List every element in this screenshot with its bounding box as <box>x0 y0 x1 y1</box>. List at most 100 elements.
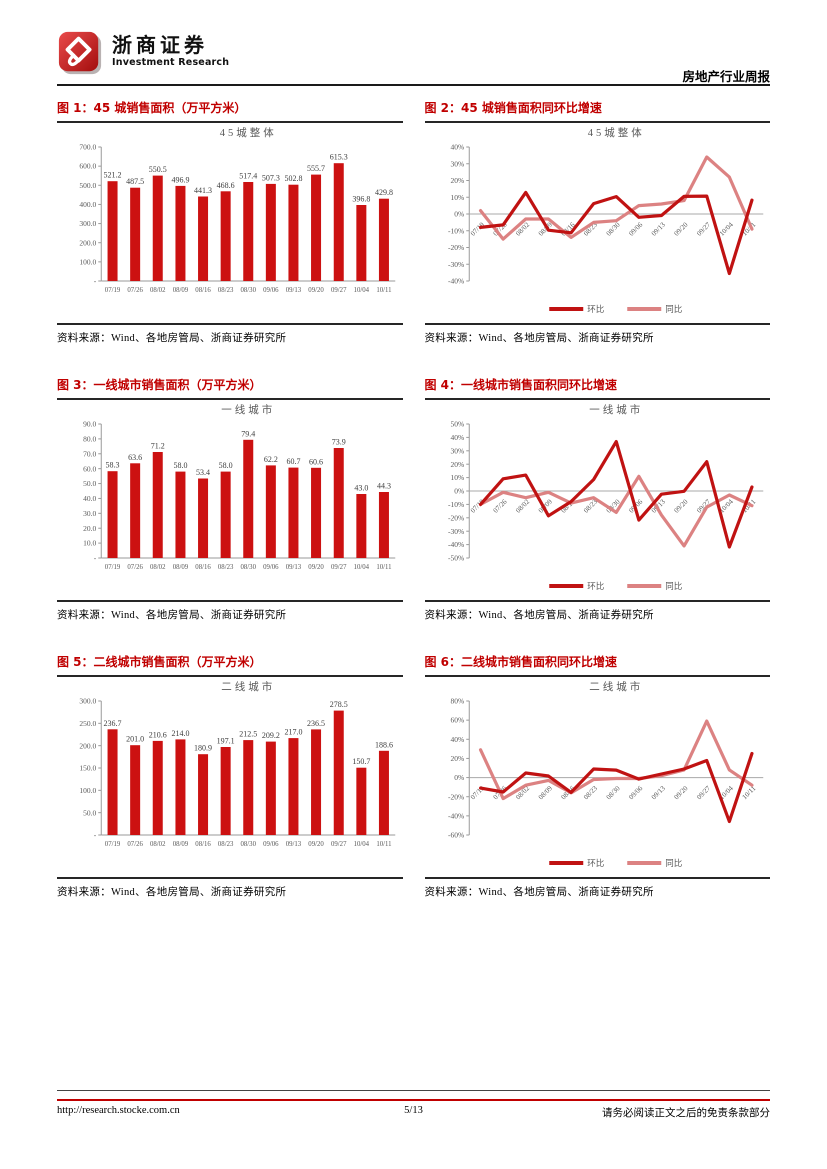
x-tick-label: 09/20 <box>308 287 324 294</box>
bar <box>220 471 231 558</box>
bar <box>333 448 344 558</box>
bar <box>288 184 299 281</box>
bar <box>243 439 254 558</box>
bar <box>311 174 322 281</box>
x-tick-label: 10/11 <box>740 784 757 801</box>
figure-source: 资料来源：Wind、各地房管局、浙商证券研究所 <box>57 333 287 344</box>
line-chart-svg: 二线城市-60%-40%-20%0%20%40%60%80%07/19 07/26… <box>448 680 763 868</box>
chart-title: 一线城市 <box>589 403 643 416</box>
figure-caption: 图 4：一线城市销售面积同环比增速 <box>424 376 770 400</box>
value-label: 236.7 <box>104 719 122 728</box>
svg-text:60.0: 60.0 <box>83 464 96 473</box>
value-label: 58.0 <box>173 461 187 470</box>
legend-label: 环比 <box>587 858 604 868</box>
svg-text:150.0: 150.0 <box>79 764 96 773</box>
x-tick-label: 08/30 <box>241 564 257 571</box>
x-tick-label: 09/27 <box>331 287 347 294</box>
svg-text:80.0: 80.0 <box>83 434 96 443</box>
bar <box>198 754 209 835</box>
legend-label: 环比 <box>587 581 604 591</box>
bar <box>220 747 231 835</box>
x-tick-label: 08/09 <box>173 287 189 294</box>
x-tick-label: 08/16 <box>195 841 211 848</box>
svg-text:400.0: 400.0 <box>79 200 96 209</box>
chart-canvas-1: 45城整体 - 100.0 200.0 300.0 400.0 500.0 600.0 700.… <box>57 123 403 325</box>
value-label: 188.6 <box>375 740 393 749</box>
svg-text:30%: 30% <box>450 159 464 168</box>
chart-title: 二线城市 <box>589 680 643 693</box>
value-label: 44.3 <box>377 482 391 491</box>
value-label: 73.9 <box>332 438 346 447</box>
zheshang-logo-icon <box>58 31 102 75</box>
svg-text:-10%: -10% <box>448 226 464 235</box>
footer-red-rule <box>57 1099 770 1101</box>
footer-url-link[interactable]: http://research.stocke.com.cn <box>57 1105 180 1116</box>
svg-text:70.0: 70.0 <box>83 449 96 458</box>
value-label: 278.5 <box>330 700 348 709</box>
figure-source: 资料来源：Wind、各地房管局、浙商证券研究所 <box>424 610 654 621</box>
report-type-label: 房地产行业周报 <box>682 69 770 84</box>
value-label: 214.0 <box>171 729 189 738</box>
svg-text:90.0: 90.0 <box>83 420 96 429</box>
x-tick-label: 09/06 <box>263 841 279 848</box>
bar <box>175 185 186 281</box>
bar <box>356 205 367 281</box>
svg-text:40%: 40% <box>450 143 464 152</box>
svg-text:30%: 30% <box>450 446 464 455</box>
value-label: 217.0 <box>284 728 302 737</box>
bar-chart-svg: 45城整体 - 100.0 200.0 300.0 400.0 500.0 600.0 700.… <box>79 126 396 294</box>
x-tick-label: 07/26 <box>127 841 143 848</box>
x-tick-label: 10/11 <box>376 841 391 848</box>
svg-text:-40%: -40% <box>448 277 464 286</box>
bar <box>243 740 254 835</box>
bar <box>107 471 118 558</box>
x-tick-label: 08/02 <box>514 497 531 514</box>
svg-text:40.0: 40.0 <box>83 494 96 503</box>
bar <box>311 467 322 558</box>
x-tick-label: 08/16 <box>195 564 211 571</box>
chart-canvas-2: 45城整体 -40% -30% -20% -10% 0% 10% 20% 30% 40% 07/19… <box>424 123 770 325</box>
bar-chart-svg: 一线城市 - 10.0 20.0 30.0 40.0 50.0 60.0 70.0 80.0 90.… <box>83 403 396 571</box>
svg-text:-30%: -30% <box>448 527 464 536</box>
svg-text:-20%: -20% <box>448 243 464 252</box>
value-label: 209.2 <box>262 731 280 740</box>
svg-text:-30%: -30% <box>448 260 464 269</box>
x-tick-label: 07/19 <box>469 784 486 801</box>
svg-text:0%: 0% <box>454 773 464 782</box>
figure-source: 资料来源：Wind、各地房管局、浙商证券研究所 <box>424 887 654 898</box>
svg-text:300.0: 300.0 <box>79 697 96 706</box>
figure-grid: 图 1：45 城销售面积（万平方米） 45城整体 - 100.0 200.0 300.0… <box>57 99 770 930</box>
value-label: 53.4 <box>196 468 210 477</box>
chart-title: 一线城市 <box>221 403 275 416</box>
bar <box>243 182 254 281</box>
value-label: 43.0 <box>354 484 368 493</box>
value-label: 58.3 <box>106 461 120 470</box>
bar <box>130 745 141 835</box>
header-rule <box>57 84 770 86</box>
svg-text:-10%: -10% <box>448 500 464 509</box>
brand-name: 浙商证券 <box>112 33 208 57</box>
svg-text:-50%: -50% <box>448 554 464 563</box>
figure-block-1: 图 1：45 城销售面积（万平方米） 45城整体 - 100.0 200.0 300.0… <box>57 99 403 345</box>
value-label: 429.8 <box>375 188 393 197</box>
svg-text:-20%: -20% <box>448 513 464 522</box>
bar <box>152 175 163 281</box>
x-tick-label: 08/30 <box>241 841 257 848</box>
value-label: 71.2 <box>151 442 165 451</box>
figure-block-4: 图 4：一线城市销售面积同环比增速 一线城市 -50% -40% -30% -20% -1… <box>424 376 770 622</box>
x-tick-label: 10/04 <box>354 287 370 294</box>
legend-label: 同比 <box>665 581 682 591</box>
value-label: 197.1 <box>217 737 235 746</box>
svg-text:50%: 50% <box>450 420 464 429</box>
bar <box>107 181 118 281</box>
figure-source: 资料来源：Wind、各地房管局、浙商证券研究所 <box>57 610 287 621</box>
svg-text:-40%: -40% <box>448 811 464 820</box>
x-tick-label: 09/20 <box>308 841 324 848</box>
value-label: 487.5 <box>126 177 144 186</box>
bar-chart-svg: 二线城市 - 50.0 100.0 150.0 200.0 250.0 300.0 236.7 0… <box>79 680 396 848</box>
x-tick-label: 08/09 <box>173 564 189 571</box>
x-tick-label: 09/27 <box>331 564 347 571</box>
bar <box>288 467 299 558</box>
footer: http://research.stocke.com.cn 5/13 请务必阅读… <box>57 1105 770 1120</box>
